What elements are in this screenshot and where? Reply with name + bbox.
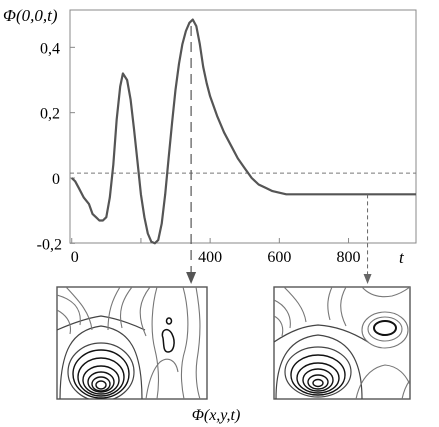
y-tick-label: 0: [52, 171, 60, 188]
y-tick-label: 0,4: [40, 40, 60, 57]
x-axis-ticks: 0 400 600 800: [71, 238, 361, 266]
annotation-arrowhead-dotted: [363, 274, 372, 284]
right-contour-panel: [273, 286, 411, 400]
inset-label: Φ(x,y,t): [192, 407, 241, 424]
y-tick-label: 0,2: [40, 106, 60, 123]
annotation-arrowhead-dashed: [186, 272, 197, 284]
plot-frame: [69, 9, 417, 244]
y-axis-title: Φ(0,0,t): [3, 6, 58, 25]
y-tick-label: -0,2: [37, 236, 62, 253]
series-line: [70, 18, 416, 245]
x-axis-title: t: [399, 248, 405, 267]
x-tick-label: 600: [267, 249, 291, 266]
x-tick-label: 800: [337, 249, 361, 266]
x-tick-label: 0: [71, 249, 79, 266]
left-contour-panel: [56, 286, 208, 400]
x-tick-label: 400: [198, 249, 222, 266]
y-axis-ticks: 0,4 0,2 0 -0,2: [37, 40, 75, 253]
